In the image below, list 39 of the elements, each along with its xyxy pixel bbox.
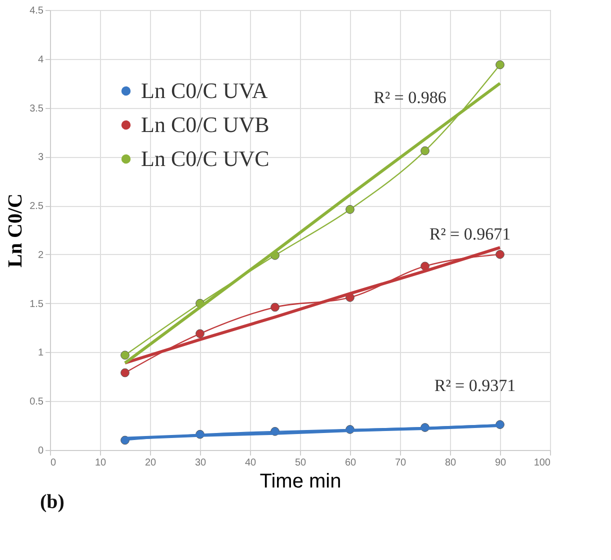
y-tick-label: 3.5	[30, 103, 44, 114]
legend-label: Ln C0/C UVC	[141, 146, 270, 171]
legend-label: Ln C0/C UVA	[141, 78, 268, 103]
y-tick-label: 4.5	[30, 6, 44, 16]
x-tick-label: 90	[494, 458, 506, 468]
x-axis-title: Time min	[260, 470, 342, 492]
point	[120, 368, 130, 378]
x-tick-label: 40	[244, 458, 256, 468]
x-tick-label: 50	[294, 458, 306, 468]
x-tick-label: 10	[94, 458, 106, 468]
x-tick-label: 100	[534, 458, 551, 468]
point	[496, 250, 504, 259]
x-tick-label: 70	[394, 458, 406, 468]
point	[120, 350, 130, 360]
y-tick-label: 3	[38, 152, 44, 164]
y-tick-label: 0.5	[30, 396, 44, 408]
y-tick-label: 2.5	[30, 201, 44, 212]
text: (b)	[40, 491, 64, 513]
point	[196, 329, 204, 338]
point	[496, 60, 504, 70]
point	[270, 302, 280, 312]
annotation: R² = 0.9371	[434, 376, 516, 396]
y-tick-label: 2	[38, 250, 44, 261]
x-tick-label: 0	[50, 458, 56, 468]
x-tick-label: 60	[344, 458, 356, 468]
point	[346, 205, 354, 214]
annotation: R² = 0.9671	[429, 224, 511, 244]
x-tick-label: 20	[144, 458, 156, 468]
y-tick-label: 0	[38, 446, 44, 456]
y-axis-title: Ln C0/C	[4, 194, 27, 268]
y-tick-label: 1	[38, 348, 44, 359]
x-tick-label: 30	[194, 458, 206, 468]
point	[420, 262, 430, 271]
y-tick-label: 4	[38, 54, 44, 66]
point	[420, 146, 430, 156]
annotation: R² = 0.986	[374, 88, 446, 107]
x-tick-label: 80	[444, 458, 456, 468]
y-tick-label: 1.5	[30, 298, 44, 310]
legend-label: Ln C0/C UVB	[141, 112, 270, 137]
